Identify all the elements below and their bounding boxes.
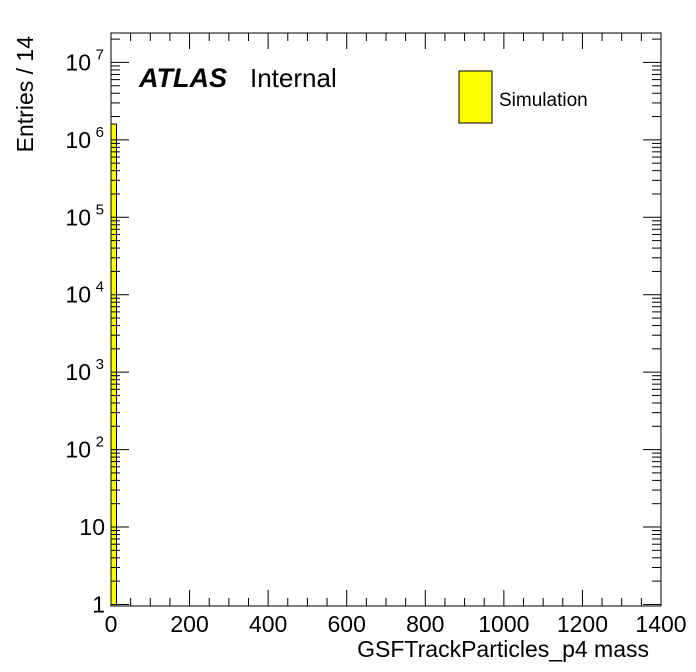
atlas-label: ATLAS Internal bbox=[138, 63, 337, 93]
y-tick-exponent: 4 bbox=[96, 279, 104, 296]
y-tick-label: 10 bbox=[65, 437, 91, 463]
y-tick-exponent: 5 bbox=[96, 201, 104, 218]
y-tick-exponent: 7 bbox=[96, 46, 104, 63]
legend-label: Simulation bbox=[499, 90, 588, 111]
y-tick-label: 1 bbox=[92, 591, 105, 617]
x-tick-label: 600 bbox=[328, 611, 366, 637]
y-tick-exponent: 6 bbox=[96, 124, 104, 141]
x-tick-label: 1400 bbox=[635, 611, 686, 637]
x-tick-label: 200 bbox=[170, 611, 208, 637]
y-tick-label: 10 bbox=[65, 49, 91, 75]
y-tick-label: 10 bbox=[65, 282, 91, 308]
y-tick-label: 10 bbox=[65, 359, 91, 385]
histogram-bars bbox=[110, 123, 117, 607]
histogram-bar bbox=[110, 123, 117, 607]
atlas-label-status: Internal bbox=[250, 63, 337, 93]
plot-frame bbox=[110, 32, 662, 607]
y-tick-label: 10 bbox=[65, 127, 91, 153]
x-tick-label: 400 bbox=[249, 611, 287, 637]
x-axis: 0 200 400 600 800 1000 1200 1400 bbox=[105, 33, 687, 637]
y-tick-label: 10 bbox=[79, 514, 105, 540]
y-tick-label: 10 bbox=[65, 204, 91, 230]
legend-swatch bbox=[458, 70, 493, 124]
atlas-label-bold: ATLAS bbox=[138, 63, 227, 93]
legend: Simulation bbox=[458, 70, 588, 124]
y-tick-exponent: 2 bbox=[96, 434, 104, 451]
y-axis-label: Entries / 14 bbox=[12, 36, 38, 153]
x-tick-label: 800 bbox=[406, 611, 444, 637]
x-axis-label: GSFTrackParticles_p4 mass bbox=[357, 636, 649, 662]
y-tick-exponent: 3 bbox=[96, 356, 104, 373]
y-axis: 1 10 10 2 10 3 10 4 10 5 10 6 10 7 bbox=[65, 38, 661, 617]
x-tick-label: 1000 bbox=[478, 611, 529, 637]
x-tick-label: 1200 bbox=[557, 611, 608, 637]
x-tick-label: 0 bbox=[105, 611, 118, 637]
